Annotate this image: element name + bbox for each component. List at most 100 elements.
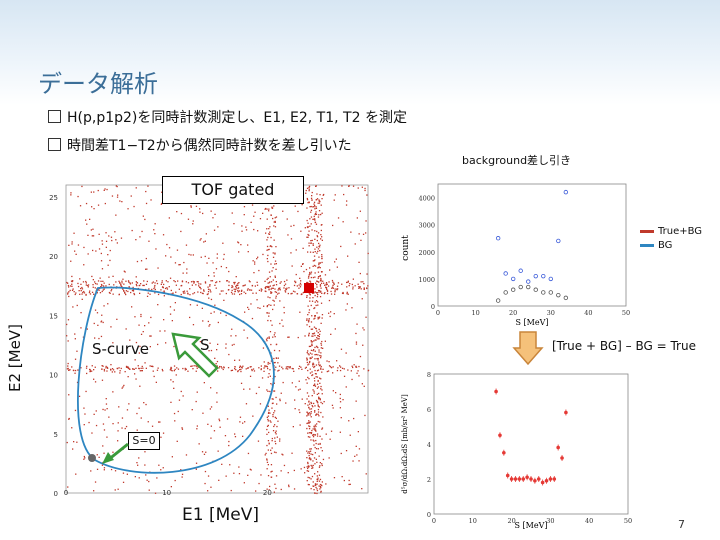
scatter-event — [268, 337, 270, 339]
bullet-box-icon — [48, 110, 61, 123]
scatter-event — [318, 351, 320, 353]
scatter-event — [311, 465, 313, 467]
scatter-event — [102, 280, 104, 282]
count-plot-frame — [437, 183, 627, 307]
scatter-event — [271, 206, 273, 208]
scatter-event — [307, 476, 309, 479]
count-x-tick-label: 40 — [584, 309, 592, 317]
scatter-event — [200, 238, 202, 240]
scatter-event — [317, 267, 319, 269]
scatter-event — [249, 281, 251, 283]
scatter-event — [237, 242, 240, 244]
scatter-event — [135, 187, 137, 189]
scatter-event — [77, 369, 79, 371]
scatter-event — [268, 431, 270, 434]
scatter-event — [308, 361, 311, 363]
scatter-event — [261, 289, 263, 291]
scatter-event — [365, 292, 367, 294]
scatter-event — [164, 330, 166, 332]
scatter-event — [306, 361, 308, 364]
scatter-event — [245, 226, 247, 228]
scatter-event — [204, 470, 207, 473]
scatter-event — [120, 367, 122, 370]
scatter-event — [212, 217, 214, 219]
scatter-event — [219, 365, 221, 368]
xs-point — [525, 475, 529, 480]
scatter-event — [332, 366, 334, 368]
scatter-event — [307, 305, 309, 307]
scatter-event — [93, 413, 95, 415]
scatter-event — [270, 464, 273, 466]
scatter-event — [320, 302, 323, 304]
scatter-event — [196, 281, 198, 283]
scatter-event — [320, 347, 322, 349]
scatter-event — [293, 224, 295, 227]
scatter-event — [198, 285, 200, 287]
scatter-event — [207, 293, 209, 295]
scatter-event — [270, 476, 273, 478]
scatter-event — [199, 208, 201, 210]
scatter-event — [317, 276, 320, 278]
scatter-event — [189, 294, 191, 296]
scatter-event — [164, 287, 167, 290]
scatter-event — [271, 470, 273, 472]
scatter-event — [272, 415, 274, 418]
scatter-event — [309, 357, 311, 359]
scatter-event — [315, 327, 317, 329]
scatter-event — [314, 334, 316, 337]
scatter-event — [252, 260, 254, 262]
scatter-y-tick-label: 15 — [49, 312, 58, 320]
scatter-event — [301, 204, 303, 206]
scatter-event — [252, 368, 255, 370]
scatter-event — [320, 238, 322, 240]
scatter-event — [329, 366, 332, 368]
scatter-event — [339, 401, 342, 403]
scatter-event — [67, 362, 69, 365]
scatter-event — [306, 398, 308, 400]
scatter-event — [321, 271, 323, 273]
scatter-event — [312, 460, 314, 462]
scatter-event — [127, 366, 129, 368]
scatter-event — [357, 283, 359, 285]
scatter-event — [93, 293, 95, 295]
scatter-event — [136, 285, 138, 287]
scatter-event — [245, 368, 247, 370]
scatter-event — [208, 297, 210, 299]
scatter-event — [267, 319, 269, 322]
scatter-event — [304, 403, 306, 405]
scatter-event — [340, 452, 342, 455]
count-x-tick-label: 50 — [622, 309, 630, 317]
scatter-event — [284, 283, 287, 285]
scatter-event — [229, 464, 231, 466]
scatter-event — [306, 450, 308, 452]
scatter-event — [318, 398, 320, 400]
scatter-event — [218, 418, 220, 420]
scatter-event — [134, 476, 136, 478]
scatter-event — [250, 366, 252, 368]
scatter-event — [350, 370, 352, 372]
scatter-event — [266, 468, 268, 470]
header-band — [0, 0, 720, 105]
scatter-event — [180, 230, 182, 233]
scatter-event — [306, 480, 308, 482]
scatter-event — [314, 380, 316, 382]
scatter-event — [93, 208, 95, 210]
scatter-event — [186, 290, 188, 292]
scatter-event — [267, 412, 270, 414]
scatter-event — [233, 223, 235, 225]
scatter-event — [321, 292, 323, 294]
scatter-event — [182, 367, 184, 370]
scatter-event — [90, 470, 92, 472]
scatter-event — [121, 387, 123, 389]
scatter-event — [89, 293, 92, 295]
scatter-event — [131, 282, 133, 284]
xs-point — [548, 477, 553, 481]
scatter-event — [317, 301, 319, 303]
scatter-event — [185, 281, 187, 283]
scatter-event — [129, 282, 131, 284]
scatter-event — [315, 442, 317, 445]
scatter-event — [262, 212, 264, 214]
scatter-event — [247, 251, 249, 253]
scatter-x-tick-label: 0 — [64, 489, 68, 497]
scatter-event — [86, 328, 88, 330]
